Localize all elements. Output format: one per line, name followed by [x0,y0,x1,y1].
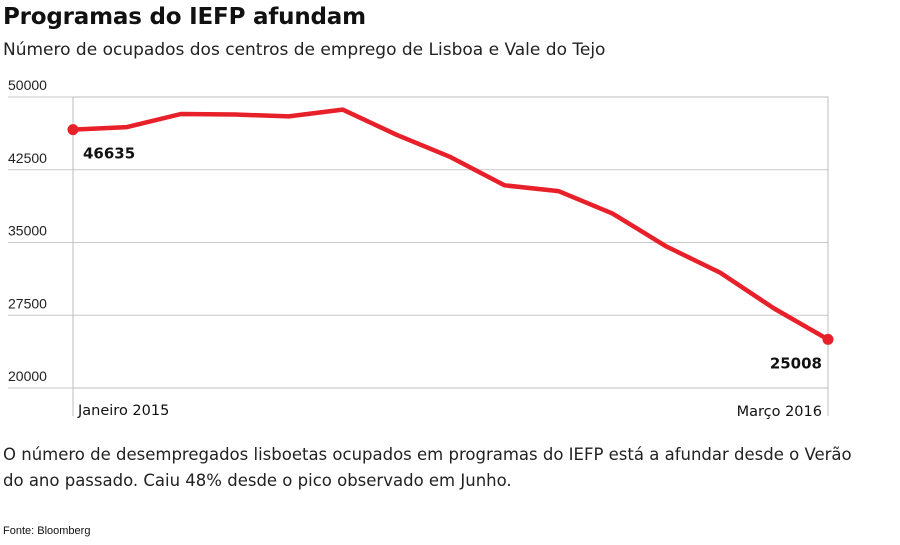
chart-subtitle: Número de ocupados dos centros de empreg… [3,40,606,60]
data-label: 46635 [83,145,135,163]
endpoint-marker [822,333,834,345]
y-tick-label: 50000 [8,77,47,93]
chart-caption: O número de desempregados lisboetas ocup… [3,445,852,490]
x-tick-label-start: Janeiro 2015 [77,403,169,419]
y-tick-label: 42500 [8,150,47,166]
x-tick-label-end: Março 2016 [737,404,822,420]
x-axis-ticks: Janeiro 2015 Março 2016 [72,388,829,420]
y-tick-label: 35000 [8,223,47,239]
grid-lines [8,96,828,389]
endpoint-marker [67,124,79,136]
series-line [70,107,831,342]
data-label: 25008 [770,354,822,372]
y-axis-ticks: 20000 27500 35000 42500 50000 [8,77,47,384]
y-tick-label: 20000 [8,368,47,384]
line-chart: 20000 27500 35000 42500 50000 Janeiro 2015 Ma… [8,77,834,420]
y-tick-label: 27500 [8,295,47,311]
chart-title: Programas do IEFP afundam [3,4,366,30]
source-note: Fonte: Bloomberg [3,525,91,537]
data-labels: 46635 25008 [83,145,822,373]
plot-frame [72,96,829,389]
series-layer [67,107,834,345]
